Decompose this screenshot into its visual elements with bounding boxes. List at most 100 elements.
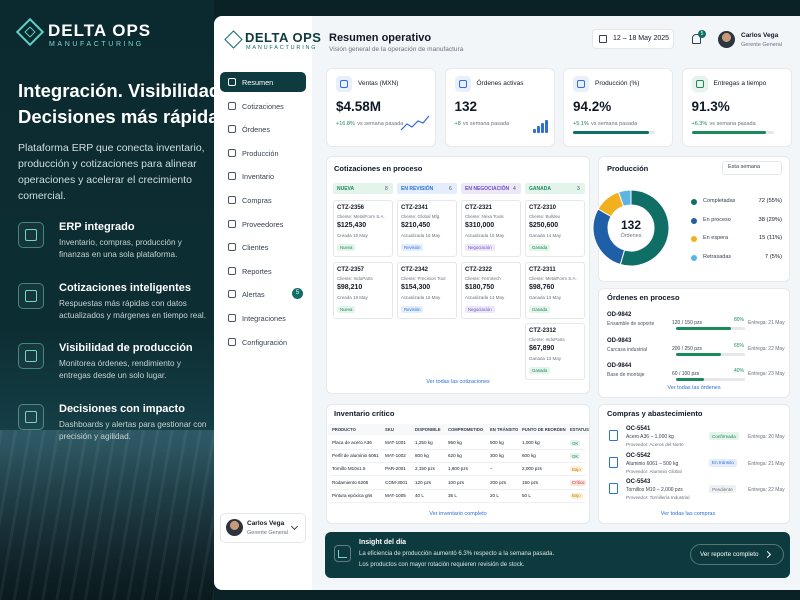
kpi-change-text: vs semana pasada [357, 121, 404, 127]
quote-amount: $98,760 [529, 283, 555, 291]
kpi-value: 94.2% [573, 99, 612, 114]
date-range: 12 – 18 May 2025 [613, 35, 670, 42]
quote-id: CTZ-2341 [401, 205, 429, 211]
quote-amount: $310,000 [465, 222, 495, 229]
po-item: Tornillos M10 – 2,000 pzs [626, 487, 683, 493]
table-header: PRODUCTO [332, 427, 356, 432]
po-supplier: Proveedor: Tornillería Industrial [626, 495, 690, 500]
nav-icon [228, 243, 236, 252]
bell-icon[interactable] [692, 34, 701, 44]
nav-icon [228, 172, 236, 181]
sparkline [400, 115, 430, 131]
kpi-glyph [695, 80, 704, 88]
nav-label: Proveedores [242, 219, 284, 229]
kpi-glyph [458, 80, 467, 88]
nav-label: Resumen [242, 78, 274, 87]
table-cell: Rodamiento 6205 [332, 479, 369, 485]
quote-date: Actualizada 16 May [401, 294, 441, 300]
legend-value: 7 (5%) [764, 253, 782, 260]
donut-total: 132 [620, 218, 642, 232]
quote-id: CTZ-2356 [337, 205, 365, 211]
donut-total-label: Órdenes [620, 233, 642, 239]
panel-link[interactable]: Ver todas las cotizaciones [426, 379, 490, 385]
po-due: Entrega: 20 May [748, 434, 785, 440]
insight-icon [334, 545, 351, 562]
column-count: 6 [449, 186, 452, 192]
quote-amount: $180,750 [465, 283, 495, 291]
doc-icon [609, 483, 618, 494]
panel-link[interactable]: Ver todas las órdenes [667, 385, 721, 391]
legend-name: En proceso [703, 216, 731, 223]
user-card[interactable] [220, 513, 306, 543]
table-header: EN TRÁNSITO [490, 427, 519, 432]
nav-icon [228, 78, 236, 86]
panel-link[interactable]: Ver todas las compras [660, 511, 716, 517]
po-id: OC-5541 [626, 426, 651, 432]
kpi-title: Entregas a tiempo [713, 80, 767, 87]
brand-name: DELTA OPS [245, 30, 322, 45]
table-cell: 200 pzs [490, 479, 507, 485]
date-picker[interactable] [592, 29, 674, 49]
kpi-glyph [340, 80, 348, 88]
insight-text: Los productos con mayor rotación requier… [359, 562, 525, 568]
feature-glyph [25, 410, 37, 423]
column-count: 8 [385, 186, 388, 192]
kpi-title: Ventas (MXN) [358, 80, 399, 87]
status-tag: OK [570, 453, 581, 460]
mini-bar [540, 123, 544, 133]
quote-date: Actualizada 14 May [465, 294, 505, 300]
insight-button[interactable] [690, 544, 784, 565]
quote-amount: $98,210 [337, 283, 363, 291]
table-cell: 950 kg [448, 440, 462, 445]
panel-title: Inventario crítico [334, 409, 395, 418]
quote-status: Revisión [401, 244, 424, 251]
nav-badge: 5 [292, 288, 303, 300]
panel-title: Cotizaciones en proceso [334, 164, 423, 173]
table-cell: 35 L [448, 492, 457, 498]
brand-tagline: MANUFACTURING [49, 41, 144, 48]
quote-status: Nueva [337, 244, 356, 251]
column-name: EN REVISIÓN [401, 186, 434, 192]
nav-label: Alertas [242, 290, 265, 300]
order-qty: 60 / 100 pzs [672, 371, 700, 377]
legend-name: Retrasadas [703, 253, 732, 260]
quote-date: Ganada 14 May [529, 233, 562, 238]
period-select[interactable] [722, 161, 782, 175]
nav-item[interactable] [220, 72, 306, 92]
order-id: OD-9843 [607, 337, 632, 344]
nav-icon [228, 290, 236, 299]
nav-icon [228, 337, 236, 346]
brand-name: DELTA OPS [48, 21, 152, 40]
quote-date: Ganada 13 May [529, 356, 562, 361]
nav-label: Clientes [242, 243, 269, 253]
quote-client: Cliente: MetalForm S.A. [337, 214, 385, 219]
legend-dot [691, 217, 697, 224]
quote-id: CTZ-2310 [529, 205, 557, 211]
kanban-header [397, 183, 457, 194]
kanban-header [333, 183, 393, 194]
status-tag: Bajo [570, 492, 583, 499]
nav-label: Inventario [242, 172, 275, 182]
nav-label: Compras [242, 196, 272, 205]
nav-label: Cotizaciones [242, 101, 284, 111]
table-cell: – [490, 466, 493, 472]
quote-date: Creada 18 May [337, 233, 368, 238]
quote-status: Ganada [529, 305, 551, 313]
headline: Integración. Visibilidad. [18, 80, 226, 101]
kpi-change-text: vs semana pasada [591, 121, 638, 127]
panel-title: Producción [607, 164, 649, 173]
insight-title: Insight del día [359, 539, 407, 546]
kpi-value: 91.3% [691, 99, 730, 114]
notification-badge: 5 [698, 30, 706, 38]
feature-title: ERP integrado [59, 221, 135, 233]
po-due: Entrega: 21 May [748, 460, 785, 467]
panel-title: Compras y abastecimiento [607, 409, 703, 418]
panel-link[interactable]: Ver inventario completo [429, 511, 487, 517]
button-label: Ver reporte completo [700, 551, 759, 558]
order-due: Entrega: 22 May [748, 345, 785, 352]
mini-bar [532, 129, 536, 133]
table-header-bg [328, 424, 588, 435]
order-product: Base de montaje [607, 372, 645, 378]
feature-text: Inventario, compras, producción y finanz… [59, 238, 182, 259]
legend-dot [691, 254, 697, 261]
